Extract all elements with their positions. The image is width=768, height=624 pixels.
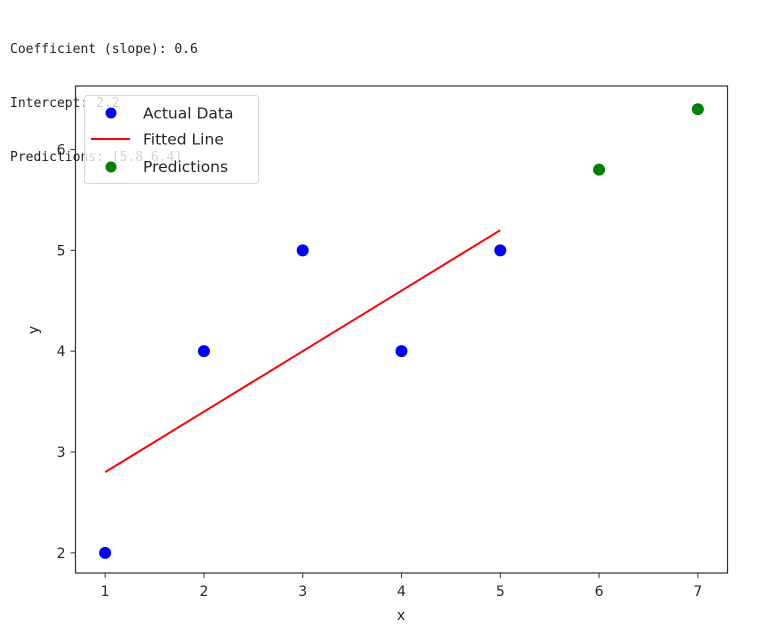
legend-predictions-label: Predictions [143, 158, 228, 176]
x-tick-label: 6 [595, 584, 604, 600]
plot-area [99, 103, 704, 559]
predictions-point [593, 163, 606, 176]
y-tick-label: 6 [57, 143, 66, 159]
y-tick-label: 4 [57, 344, 66, 360]
x-tick-label: 5 [496, 584, 505, 600]
predictions-point [691, 103, 704, 116]
legend-fitted-line-label: Fitted Line [143, 131, 224, 149]
y-axis-label: y [26, 326, 42, 334]
x-tick-label: 7 [693, 584, 702, 600]
legend-actual-data-marker-icon [105, 107, 117, 119]
x-tick-label: 2 [199, 584, 208, 600]
slope-output-line: Coefficient (slope): 0.6 [10, 42, 198, 57]
x-tick-label: 4 [397, 584, 406, 600]
legend-predictions-marker-icon [105, 161, 117, 173]
y-tick-label: 5 [57, 243, 66, 259]
actual-data-point [296, 244, 309, 257]
actual-data-point [197, 345, 210, 358]
x-tick-label: 1 [101, 584, 110, 600]
x-tick-label: 3 [298, 584, 307, 600]
actual-data-point [395, 345, 408, 358]
x-axis-label: x [397, 608, 405, 624]
y-axis-ticks: 2 3 4 5 6 [57, 143, 76, 562]
fitted-line [104, 229, 501, 474]
actual-data-point [99, 546, 112, 559]
y-tick-label: 3 [57, 445, 66, 461]
legend: Actual Data Fitted Line Predictions [84, 95, 259, 184]
x-axis-ticks: 1 2 3 4 5 6 7 [101, 573, 702, 600]
y-tick-label: 2 [57, 546, 66, 562]
actual-data-point [494, 244, 507, 257]
legend-actual-data-label: Actual Data [143, 105, 234, 123]
